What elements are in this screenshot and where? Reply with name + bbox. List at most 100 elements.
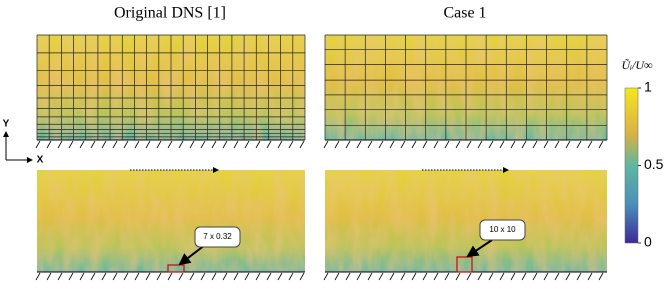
colorbar-tick-label: 0 bbox=[644, 234, 652, 250]
cell-marker bbox=[456, 256, 473, 273]
annotation: 10 x 10 bbox=[489, 225, 516, 234]
hatch-line bbox=[411, 272, 417, 281]
hatch-line bbox=[277, 140, 283, 149]
hatch-line bbox=[554, 140, 560, 149]
hatch-line bbox=[90, 140, 96, 149]
hatch-line bbox=[389, 272, 395, 281]
hatch-line bbox=[200, 272, 206, 281]
hatch-line bbox=[200, 140, 206, 149]
hatch-line bbox=[134, 272, 140, 281]
hatch-line bbox=[334, 272, 340, 281]
hatch-line bbox=[90, 272, 96, 281]
hatch-line bbox=[189, 272, 195, 281]
hatch-line bbox=[356, 272, 362, 281]
hatch-line bbox=[167, 272, 173, 281]
hatch-line bbox=[244, 272, 250, 281]
hatch-line bbox=[266, 140, 272, 149]
hatch-line bbox=[510, 272, 516, 281]
hatch-line bbox=[433, 140, 439, 149]
hatch-line bbox=[477, 140, 483, 149]
hatch-line bbox=[233, 272, 239, 281]
hatch-line bbox=[112, 272, 118, 281]
hatch-line bbox=[532, 272, 538, 281]
hatch-line bbox=[543, 272, 549, 281]
hatch-line bbox=[123, 272, 129, 281]
hatch-line bbox=[598, 140, 604, 149]
hatch-line bbox=[79, 140, 85, 149]
hatch-line bbox=[466, 272, 472, 281]
hatch-line bbox=[277, 272, 283, 281]
hatch-line bbox=[156, 272, 162, 281]
hatch-line bbox=[211, 140, 217, 149]
hatch-line bbox=[123, 140, 129, 149]
hatch-line bbox=[112, 140, 118, 149]
hatch-line bbox=[378, 272, 384, 281]
colorbar-tick-label: 0.5 bbox=[644, 156, 664, 172]
hatch-line bbox=[499, 140, 505, 149]
hatch-line bbox=[68, 272, 74, 281]
hatch-line bbox=[323, 140, 329, 149]
hatch-line bbox=[57, 272, 63, 281]
hatch-line bbox=[35, 272, 41, 281]
hatch-line bbox=[288, 272, 294, 281]
hatch-line bbox=[178, 272, 184, 281]
flow-field bbox=[325, 170, 607, 272]
hatch-line bbox=[565, 140, 571, 149]
hatch-line bbox=[46, 140, 52, 149]
hatch-line bbox=[178, 140, 184, 149]
hatch-line bbox=[587, 140, 593, 149]
hatch-line bbox=[499, 272, 505, 281]
hatch-line bbox=[587, 272, 593, 281]
hatch-line bbox=[477, 272, 483, 281]
hatch-line bbox=[266, 272, 272, 281]
hatch-line bbox=[134, 140, 140, 149]
colorbar-label: Ũᵢ/U∞ bbox=[621, 58, 653, 72]
hatch-line bbox=[299, 272, 305, 281]
hatch-line bbox=[255, 140, 261, 149]
hatch-line bbox=[543, 140, 549, 149]
hatch-line bbox=[288, 140, 294, 149]
axis-label: Y bbox=[3, 119, 10, 130]
hatch-line bbox=[510, 140, 516, 149]
hatch-line bbox=[156, 140, 162, 149]
hatch-line bbox=[422, 272, 428, 281]
hatch-line bbox=[233, 140, 239, 149]
hatch-line bbox=[400, 140, 406, 149]
hatch-line bbox=[101, 140, 107, 149]
annotation-box bbox=[194, 226, 241, 248]
hatch-line bbox=[411, 140, 417, 149]
hatch-line bbox=[345, 140, 351, 149]
hatch-line bbox=[145, 140, 151, 149]
hatch-line bbox=[400, 272, 406, 281]
hatch-line bbox=[455, 140, 461, 149]
colorbar-ticks: 10.50 bbox=[638, 79, 664, 250]
hatch-line bbox=[455, 272, 461, 281]
hatch-line bbox=[367, 272, 373, 281]
hatch-line bbox=[211, 272, 217, 281]
hatch-line bbox=[345, 272, 351, 281]
hatch-line bbox=[35, 140, 41, 149]
hatch-line bbox=[521, 140, 527, 149]
panel-title: Original DNS [1] bbox=[114, 5, 226, 22]
hatch-line bbox=[444, 140, 450, 149]
hatch-line bbox=[222, 272, 228, 281]
axis-label: X bbox=[37, 155, 44, 166]
hatch-line bbox=[356, 140, 362, 149]
hatch-line bbox=[367, 140, 373, 149]
hatch-line bbox=[598, 272, 604, 281]
hatch-line bbox=[532, 140, 538, 149]
hatch-line bbox=[299, 140, 305, 149]
hatch-line bbox=[576, 140, 582, 149]
hatch-line bbox=[189, 140, 195, 149]
hatch-line bbox=[488, 272, 494, 281]
flow-field bbox=[37, 170, 305, 272]
hatch-line bbox=[334, 140, 340, 149]
annotation-arrow bbox=[178, 244, 206, 266]
annotation: 7 x 0.32 bbox=[203, 232, 232, 241]
hatch-line bbox=[444, 272, 450, 281]
hatch-line bbox=[488, 140, 494, 149]
cell-marker bbox=[167, 264, 185, 273]
hatch-line bbox=[167, 140, 173, 149]
hatch-line bbox=[554, 272, 560, 281]
